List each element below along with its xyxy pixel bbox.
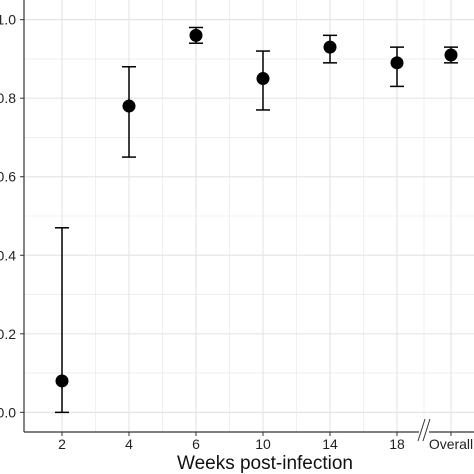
y-tick-labels: 0.0 0.2 0.4 0.6 0.8 1.0 [0,12,16,421]
x-tick-label: 4 [125,436,133,452]
x-tick-label: 2 [58,436,66,452]
x-tick-label: 6 [192,436,200,452]
axes [20,0,474,444]
axis-break-mask [419,418,429,444]
axis-break-mark [422,418,431,442]
y-tick-label: 0.0 [0,404,16,420]
data-points [55,28,458,388]
data-point [390,56,404,70]
data-point [55,374,69,388]
x-axis-title: Weeks post-infection [177,453,353,474]
y-tick-label: 0.2 [0,326,16,342]
x-tick-label: 10 [255,436,271,452]
data-point [323,40,337,54]
y-tick-label: 0.8 [0,90,16,106]
x-tick-label: Overall [429,436,473,452]
grid-major [24,0,474,432]
x-tick-label: 14 [322,436,338,452]
data-point [256,72,270,86]
grid-minor [24,0,474,432]
y-tick-label: 0.4 [0,247,16,263]
x-tick-labels: 2 4 6 10 14 18 Overall [58,436,473,452]
x-tick-label: 18 [389,436,405,452]
axis-break-mark [417,418,426,442]
y-tick-label: 0.6 [0,169,16,185]
data-point [189,28,203,42]
data-point [444,48,458,62]
data-point [122,99,136,113]
y-tick-label: 1.0 [0,12,16,28]
